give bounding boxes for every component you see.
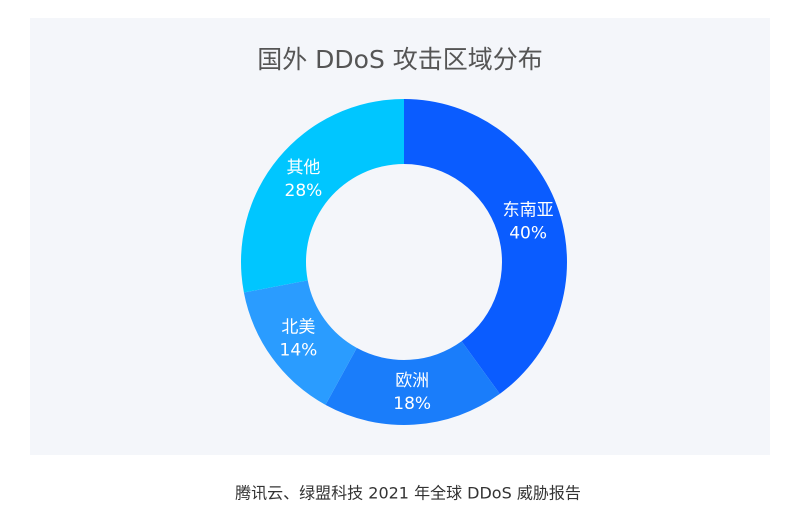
slice-name: 其他 [286,158,320,178]
caption: 腾讯云、绿盟科技 2021 年全球 DDoS 威胁报告 [235,484,581,503]
slice-name: 东南亚 [503,201,554,221]
chart-title: 国外 DDoS 攻击区域分布 [257,45,543,74]
slice-name: 北美 [281,318,315,338]
donut-slice [243,280,357,405]
slice-name: 欧洲 [395,371,429,391]
donut-slice [241,99,404,293]
slice-value-label: 28% [285,181,323,201]
slice-value-label: 40% [509,224,547,244]
donut-slice [404,99,567,394]
slice-value-label: 14% [280,341,318,361]
slice-value-label: 18% [393,394,431,414]
donut-slice [325,341,500,425]
